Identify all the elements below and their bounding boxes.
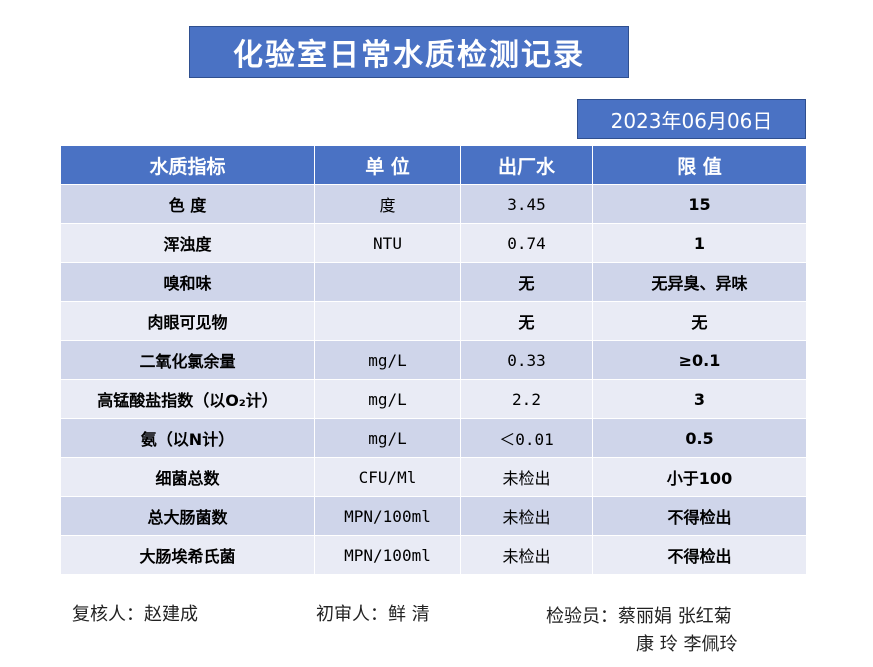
indicator-cell: 色 度: [60, 184, 315, 224]
table-row: 嗅和味 无 无异臭、异味: [60, 262, 807, 302]
outlet-value-cell: 无: [460, 301, 593, 341]
indicator-cell: 嗅和味: [60, 262, 315, 302]
limit-cell: 不得检出: [592, 535, 807, 575]
unit-cell: CFU/Ml: [314, 457, 461, 497]
outlet-value-cell: 2.2: [460, 379, 593, 419]
limit-cell: 无异臭、异味: [592, 262, 807, 302]
unit-cell: mg/L: [314, 418, 461, 458]
page-title: 化验室日常水质检测记录: [189, 26, 629, 78]
unit-cell: MPN/100ml: [314, 496, 461, 536]
unit-cell: 度: [314, 184, 461, 224]
outlet-value-cell: 未检出: [460, 496, 593, 536]
water-quality-table: 水质指标 单 位 出厂水 限 值 色 度 度 3.45 15 浑浊度 NTU 0…: [60, 145, 807, 575]
indicator-cell: 大肠埃希氏菌: [60, 535, 315, 575]
table-row: 细菌总数 CFU/Ml 未检出 小于100: [60, 457, 807, 497]
indicator-cell: 肉眼可见物: [60, 301, 315, 341]
unit-cell: [314, 262, 461, 302]
indicator-cell: 细菌总数: [60, 457, 315, 497]
unit-cell: NTU: [314, 223, 461, 263]
outlet-value-cell: 无: [460, 262, 593, 302]
unit-cell: [314, 301, 461, 341]
header-indicator: 水质指标: [60, 145, 315, 185]
limit-cell: 1: [592, 223, 807, 263]
table-row: 二氧化氯余量 mg/L 0.33 ≥0.1: [60, 340, 807, 380]
inspectors-line-1: 检验员：蔡丽娟 张红菊: [546, 606, 732, 627]
outlet-value-cell: ＜0.01: [460, 418, 593, 458]
table-row: 总大肠菌数 MPN/100ml 未检出 不得检出: [60, 496, 807, 536]
table-row: 高锰酸盐指数（以O₂计） mg/L 2.2 3: [60, 379, 807, 419]
limit-cell: 15: [592, 184, 807, 224]
outlet-value-cell: 3.45: [460, 184, 593, 224]
table-row: 肉眼可见物 无 无: [60, 301, 807, 341]
limit-cell: 不得检出: [592, 496, 807, 536]
table-row: 大肠埃希氏菌 MPN/100ml 未检出 不得检出: [60, 535, 807, 575]
header-unit: 单 位: [314, 145, 461, 185]
first-reviewer-signature: 初审人：鲜 清: [316, 604, 430, 625]
inspectors-line-2: 康 玲 李佩玲: [636, 634, 738, 655]
limit-cell: ≥0.1: [592, 340, 807, 380]
table-row: 氨（以N计） mg/L ＜0.01 0.5: [60, 418, 807, 458]
indicator-cell: 二氧化氯余量: [60, 340, 315, 380]
header-limit: 限 值: [592, 145, 807, 185]
indicator-cell: 浑浊度: [60, 223, 315, 263]
unit-cell: mg/L: [314, 340, 461, 380]
outlet-value-cell: 未检出: [460, 457, 593, 497]
indicator-cell: 高锰酸盐指数（以O₂计）: [60, 379, 315, 419]
header-outlet-water: 出厂水: [460, 145, 593, 185]
limit-cell: 无: [592, 301, 807, 341]
record-date: 2023年06月06日: [577, 99, 806, 139]
indicator-cell: 氨（以N计）: [60, 418, 315, 458]
limit-cell: 0.5: [592, 418, 807, 458]
outlet-value-cell: 0.33: [460, 340, 593, 380]
reviewer-signature: 复核人：赵建成: [72, 604, 198, 625]
table-row: 色 度 度 3.45 15: [60, 184, 807, 224]
outlet-value-cell: 未检出: [460, 535, 593, 575]
indicator-cell: 总大肠菌数: [60, 496, 315, 536]
outlet-value-cell: 0.74: [460, 223, 593, 263]
table-row: 浑浊度 NTU 0.74 1: [60, 223, 807, 263]
limit-cell: 3: [592, 379, 807, 419]
unit-cell: mg/L: [314, 379, 461, 419]
table-header-row: 水质指标 单 位 出厂水 限 值: [60, 145, 807, 185]
unit-cell: MPN/100ml: [314, 535, 461, 575]
limit-cell: 小于100: [592, 457, 807, 497]
